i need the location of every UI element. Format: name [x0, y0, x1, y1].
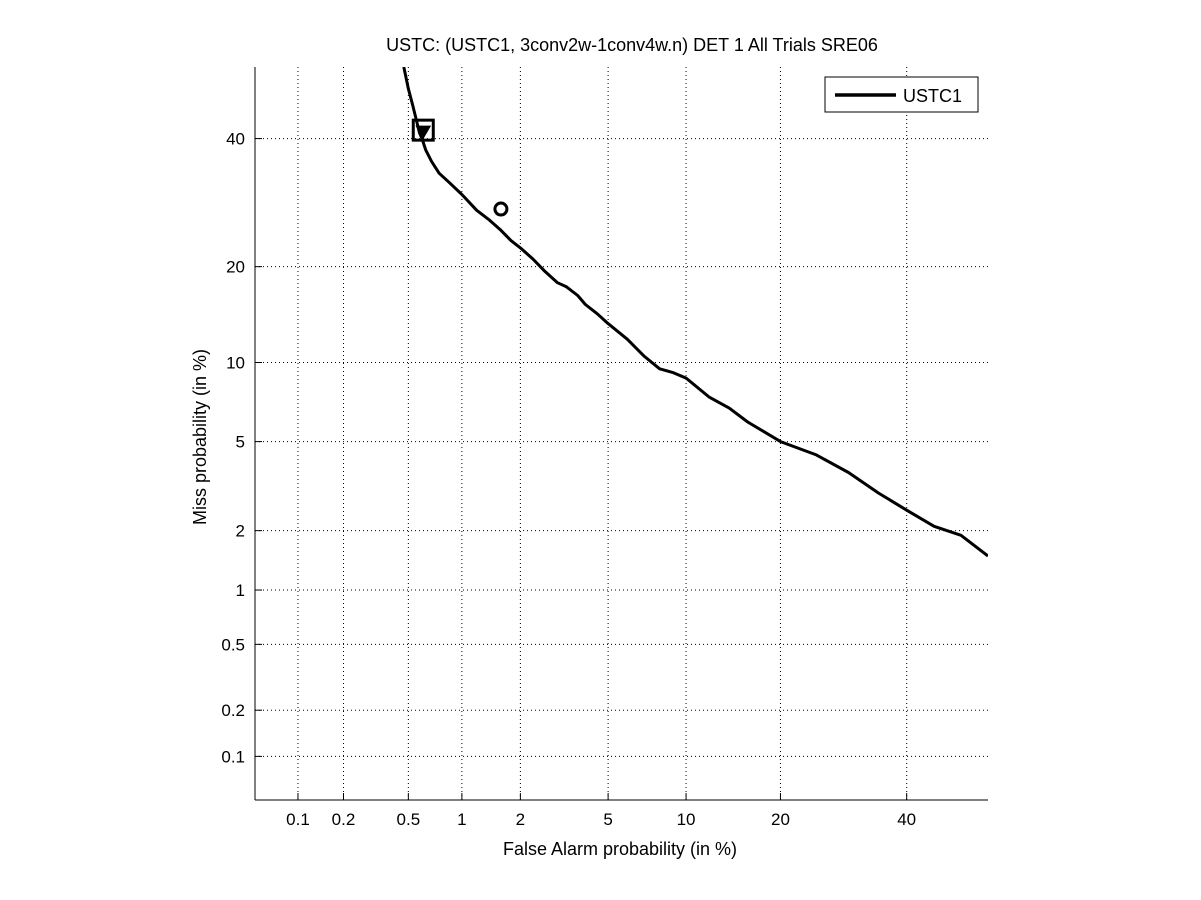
y-tick-label: 10	[226, 353, 245, 372]
y-tick-label: 5	[236, 433, 245, 452]
x-tick-label: 5	[603, 810, 612, 829]
x-tick-labels: 0.1 0.2 0.5 1 2 5 10 20 40	[286, 810, 916, 829]
series-line-ustc1	[402, 67, 988, 558]
x-tick-label: 10	[677, 810, 696, 829]
x-tick-label: 0.5	[397, 810, 421, 829]
x-tick-label: 2	[516, 810, 525, 829]
y-tick-label: 1	[236, 581, 245, 600]
x-tick-label: 40	[897, 810, 916, 829]
x-tick-label: 0.2	[332, 810, 356, 829]
y-tick-label: 2	[236, 522, 245, 541]
marker-triangle-down	[415, 125, 432, 140]
chart-title: USTC: (USTC1, 3conv2w-1conv4w.n) DET 1 A…	[386, 35, 878, 55]
y-tick-label: 0.1	[221, 747, 245, 766]
legend: USTC1	[824, 76, 979, 113]
x-tick-label: 0.1	[286, 810, 310, 829]
series	[402, 67, 988, 558]
legend-label-ustc1: USTC1	[903, 86, 962, 106]
y-tick-label: 20	[226, 258, 245, 277]
y-tick-label: 0.5	[221, 635, 245, 654]
y-tick-labels: 0.1 0.2 0.5 1 2 5 10 20 40	[221, 130, 245, 767]
y-axis-label: Miss probability (in %)	[190, 349, 210, 525]
marker-circle	[493, 201, 509, 217]
markers	[411, 118, 509, 217]
y-tick-label: 0.2	[221, 701, 245, 720]
x-axis-label: False Alarm probability (in %)	[503, 839, 737, 859]
marker-square	[411, 118, 435, 142]
x-tick-label: 20	[771, 810, 790, 829]
x-tick-label: 1	[457, 810, 466, 829]
axes	[254, 67, 988, 801]
y-tick-label: 40	[226, 130, 245, 149]
